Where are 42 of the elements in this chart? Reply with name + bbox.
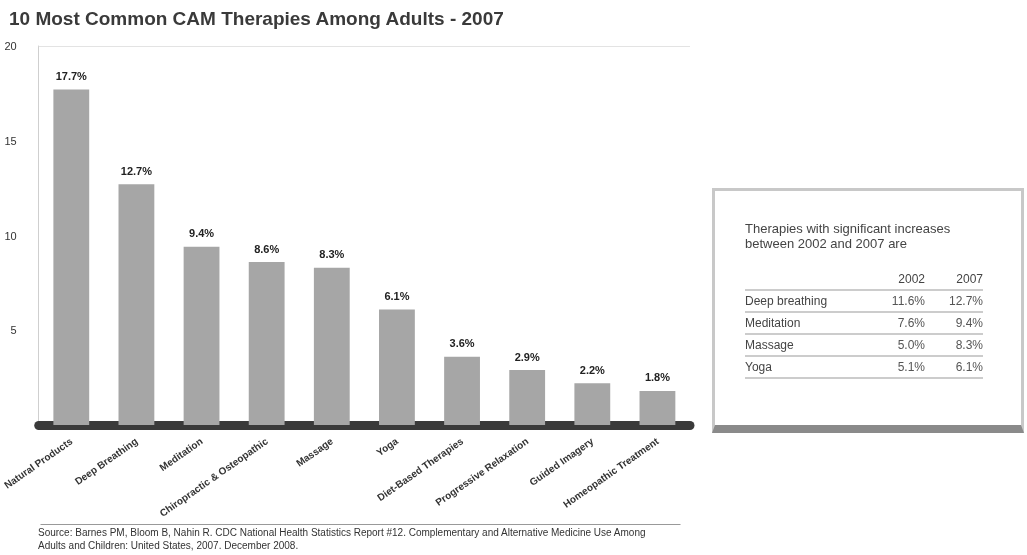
y-tick-label: 5 <box>10 324 17 337</box>
y-tick-label: 20 <box>4 40 17 52</box>
data-label: 6.1% <box>384 289 410 302</box>
data-label: 2.9% <box>514 350 540 363</box>
bar <box>183 246 220 425</box>
bar <box>639 390 676 425</box>
data-label: 1.8% <box>644 371 671 384</box>
category-label: Massage <box>745 338 795 352</box>
bar <box>248 262 285 425</box>
source-note: Source: Barnes PM, Bloom B, Nahin R. CDC National Health Statistics Report #12. Complementary and Alternative Medicine Use Among Adults and Children: United States, 2007. December 2008. <box>38 527 649 551</box>
bar <box>574 383 611 425</box>
bar <box>444 356 480 425</box>
text: Therapies with significant increases between 2002 and 2007 are <box>745 221 954 251</box>
data-label: 12.7% <box>120 164 153 177</box>
x-tick-label: Yoga <box>374 435 401 459</box>
data-label: 2.2% <box>579 363 606 376</box>
data-label: 11.6% <box>891 294 926 308</box>
data-label: 5.0% <box>897 338 926 352</box>
chart-title: 10 Most Common CAM Therapies Among Adults - 2007 <box>9 8 504 29</box>
text: 2002 <box>898 272 926 286</box>
category-label: Yoga <box>745 360 773 374</box>
data-label: 9.4% <box>955 316 984 330</box>
data-label: 7.6% <box>897 316 926 330</box>
bar <box>53 89 90 425</box>
bar <box>118 184 155 425</box>
category-label: Deep breathing <box>745 294 828 308</box>
y-tick-label: 10 <box>4 229 17 242</box>
bar <box>379 309 415 425</box>
data-label: 5.1% <box>897 360 926 374</box>
category-label: Meditation <box>745 316 801 330</box>
data-label: 9.4% <box>189 227 215 240</box>
data-label: 3.6% <box>449 337 475 350</box>
bar <box>509 370 546 425</box>
bar <box>313 267 350 425</box>
data-label: 8.3% <box>319 248 345 261</box>
data-label: 6.1% <box>955 360 984 374</box>
data-label: 12.7% <box>948 294 984 308</box>
y-tick-label: 15 <box>4 134 17 147</box>
data-label: 8.3% <box>955 338 984 352</box>
text: 2007 <box>956 272 984 286</box>
data-label: 8.6% <box>254 242 280 255</box>
data-label: 17.7% <box>55 70 88 83</box>
